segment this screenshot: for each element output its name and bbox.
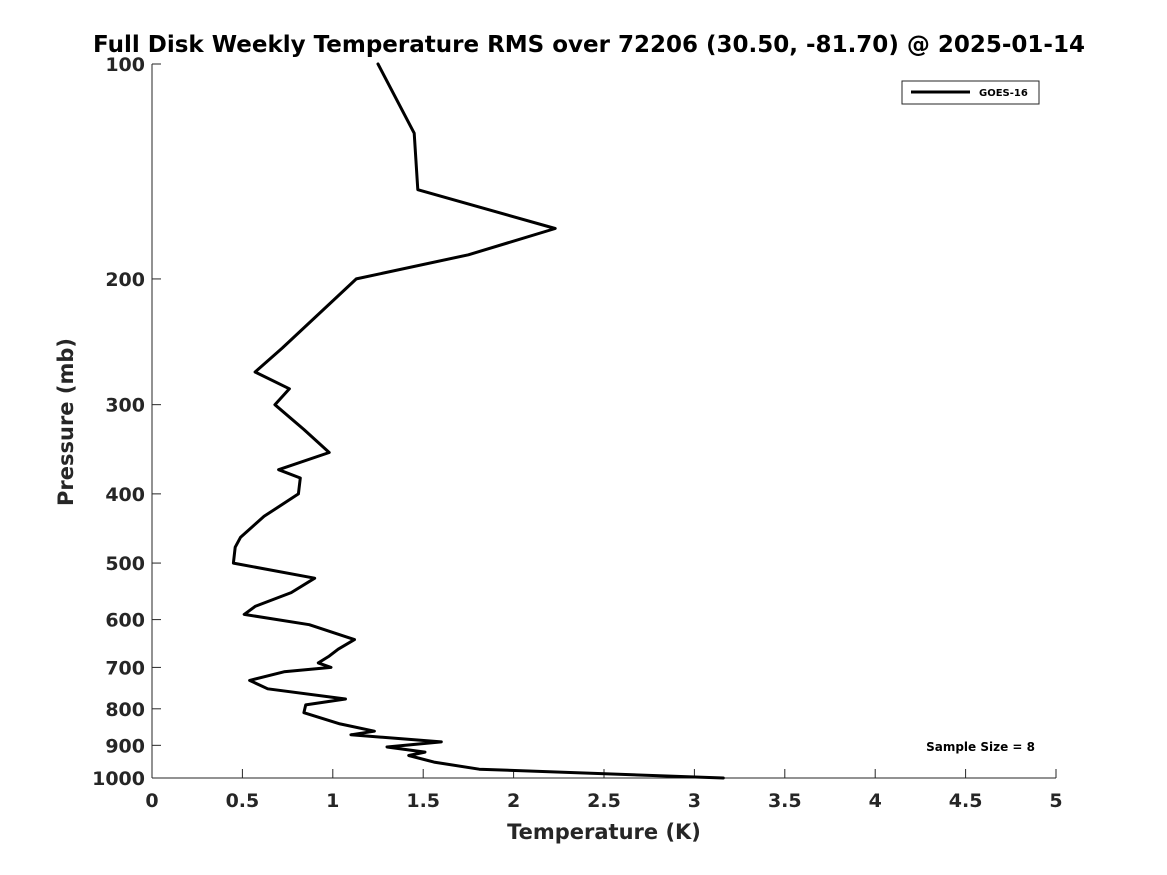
x-tick-label: 1.5	[406, 790, 440, 812]
y-tick-label: 1000	[92, 768, 145, 790]
y-tick-label: 800	[105, 699, 145, 721]
x-axis-label: Temperature (K)	[507, 820, 701, 844]
y-tick-label: 300	[105, 395, 145, 417]
legend-box	[901, 80, 1040, 105]
x-tick-label: 3	[688, 790, 701, 812]
y-tick-label: 900	[105, 735, 145, 757]
x-tick-label: 0	[145, 790, 158, 812]
chart-title: Full Disk Weekly Temperature RMS over 72…	[93, 32, 1085, 58]
x-tick-label: 0.5	[226, 790, 260, 812]
y-tick-label: 500	[105, 553, 145, 575]
series-line-goes16	[231, 62, 725, 780]
legend: GOES-16	[901, 80, 1040, 105]
sample-size-annotation: Sample Size = 8	[926, 740, 1035, 754]
y-axis-ticks: 100 200 300 400 500 600 700 800 900 1000	[92, 54, 161, 790]
y-axis-label: Pressure (mb)	[54, 338, 78, 506]
x-axis-ticks: 0 0.5 1 1.5 2 2.5 3 3.5 4 4.5 5	[145, 769, 1063, 812]
y-tick-label: 400	[105, 484, 145, 506]
x-tick-label: 4	[869, 790, 882, 812]
x-tick-label: 2.5	[587, 790, 621, 812]
x-tick-label: 3.5	[768, 790, 802, 812]
y-tick-label: 600	[105, 610, 145, 632]
y-tick-label: 200	[105, 269, 145, 291]
y-tick-label: 700	[105, 657, 145, 679]
x-tick-label: 5	[1049, 790, 1062, 812]
x-tick-label: 1	[326, 790, 339, 812]
x-tick-label: 4.5	[949, 790, 983, 812]
x-tick-label: 2	[507, 790, 520, 812]
y-tick-label: 100	[105, 54, 145, 76]
legend-label-goes16: GOES-16	[979, 88, 1028, 99]
